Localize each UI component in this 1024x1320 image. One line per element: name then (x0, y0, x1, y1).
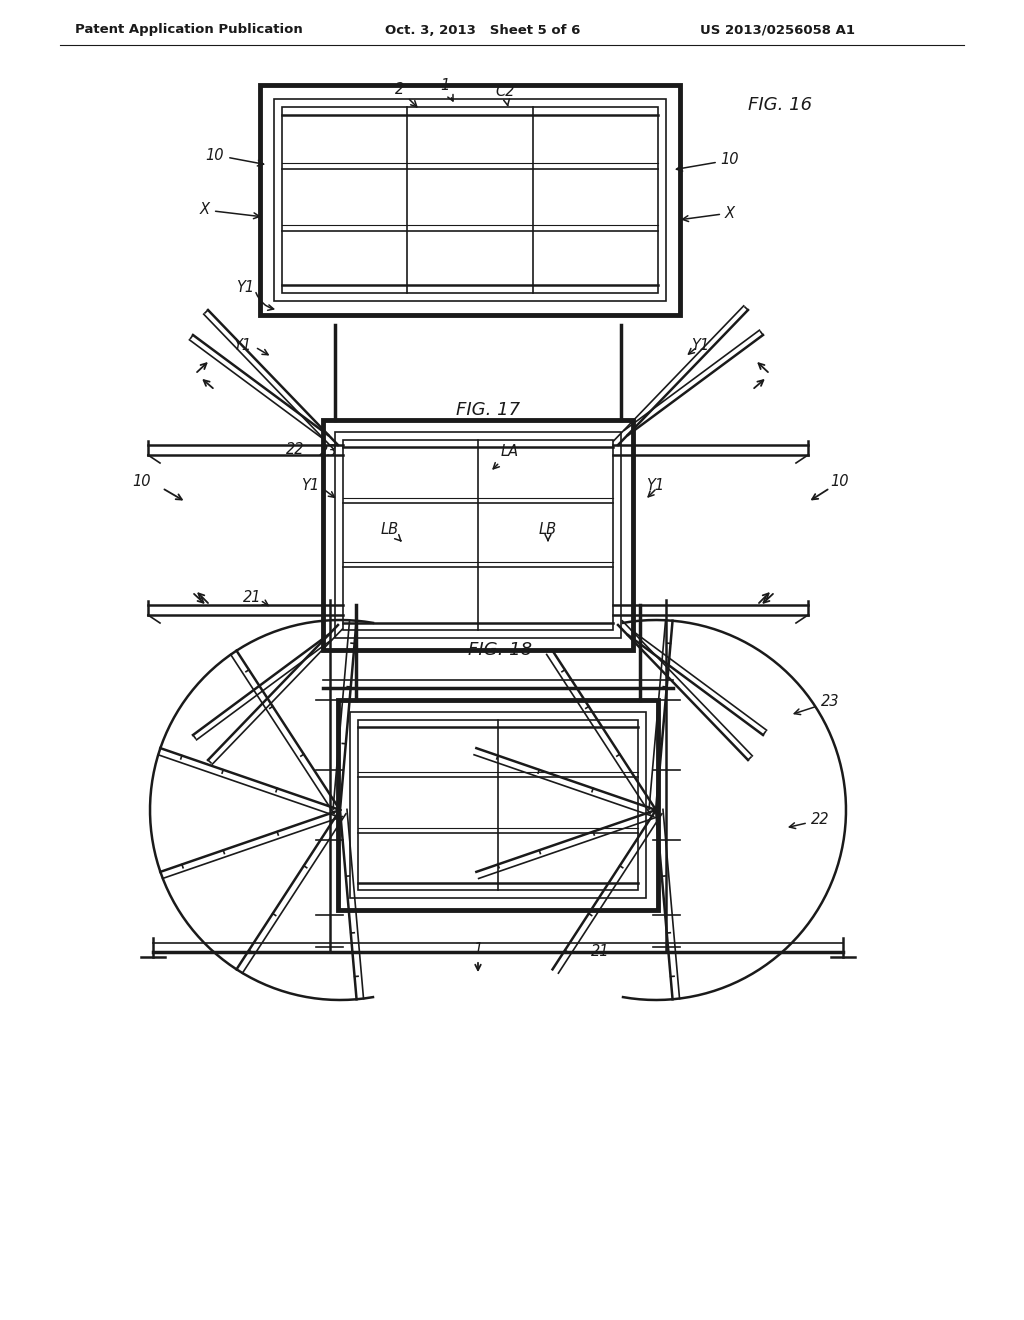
Text: LB: LB (381, 523, 400, 541)
Text: Y1: Y1 (232, 338, 251, 352)
Text: 2: 2 (395, 82, 417, 107)
Bar (335, 432, 621, 638)
Bar (282, 107, 658, 293)
Text: 1: 1 (473, 942, 482, 957)
Text: X: X (682, 206, 735, 222)
Text: 23: 23 (795, 694, 840, 714)
Bar (274, 99, 666, 301)
Bar (338, 700, 658, 909)
Text: C2: C2 (496, 84, 515, 106)
Bar (343, 440, 613, 630)
Text: 10: 10 (133, 474, 152, 490)
Text: 10: 10 (206, 148, 263, 166)
Text: Patent Application Publication: Patent Application Publication (75, 24, 303, 37)
Text: 22: 22 (286, 442, 304, 458)
Bar (358, 719, 638, 890)
Text: Y1: Y1 (236, 281, 254, 296)
Bar (323, 420, 633, 649)
Text: LB: LB (539, 523, 557, 541)
Text: FIG. 16: FIG. 16 (748, 96, 812, 114)
Text: Y1: Y1 (646, 478, 664, 492)
Text: Oct. 3, 2013   Sheet 5 of 6: Oct. 3, 2013 Sheet 5 of 6 (385, 24, 581, 37)
Text: 23: 23 (318, 445, 337, 459)
Text: 10: 10 (677, 153, 739, 172)
Text: 22: 22 (790, 813, 829, 829)
Text: 10: 10 (830, 474, 849, 490)
Text: 21: 21 (591, 945, 609, 960)
Text: Y1: Y1 (301, 478, 319, 492)
Text: X: X (200, 202, 259, 219)
Text: 1: 1 (440, 78, 453, 102)
Bar (260, 84, 680, 315)
Text: FIG. 18: FIG. 18 (468, 642, 532, 659)
Text: FIG. 17: FIG. 17 (456, 401, 520, 418)
Text: 21: 21 (243, 590, 261, 606)
Text: Y1: Y1 (691, 338, 709, 352)
Text: LA: LA (494, 445, 519, 469)
Text: US 2013/0256058 A1: US 2013/0256058 A1 (700, 24, 855, 37)
Bar (350, 711, 646, 898)
